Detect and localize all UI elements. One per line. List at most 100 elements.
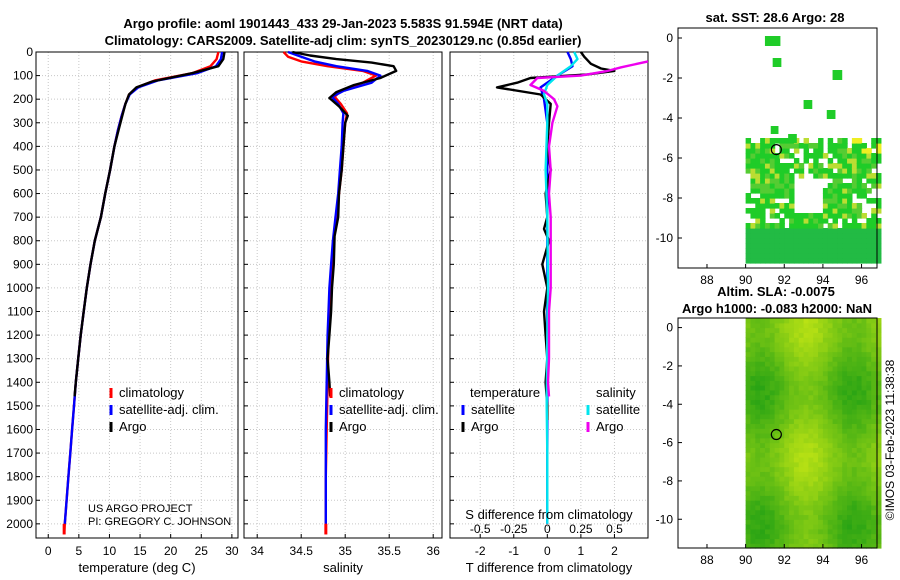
y-tick-label: 1000	[6, 281, 33, 295]
sla-cell	[861, 543, 867, 549]
sst-cell	[789, 243, 795, 249]
sst-cell	[847, 163, 853, 169]
sla-cell	[779, 370, 785, 377]
x-tick-label: 94	[816, 553, 830, 567]
sst-cell	[861, 173, 867, 179]
sst-cell	[827, 203, 834, 209]
sst-cell	[784, 258, 790, 264]
sla-cell	[827, 500, 834, 506]
sla-cell	[827, 533, 834, 540]
sst-cell	[851, 188, 858, 194]
sla-cell	[837, 413, 843, 420]
sla-cell	[774, 351, 781, 357]
sst-cell	[789, 223, 795, 229]
sla-cell	[856, 380, 863, 386]
y-tick-label: -4	[662, 397, 673, 411]
sla-cell	[793, 504, 800, 511]
sla-cell	[779, 509, 785, 516]
sla-cell	[818, 409, 824, 415]
sla-cell	[813, 327, 819, 333]
sla-cell	[779, 394, 785, 401]
sla-cell	[769, 519, 776, 525]
sla-cell	[764, 380, 771, 386]
sla-cell	[851, 322, 858, 329]
sla-cell	[779, 519, 785, 525]
sst-cell	[798, 248, 805, 254]
sla-cell	[745, 495, 752, 501]
sla-cell	[764, 528, 771, 535]
sla-cell	[798, 433, 805, 439]
sst-cell	[798, 243, 805, 249]
sla-cell	[842, 389, 848, 396]
sla-cell	[837, 543, 843, 549]
sla-cell	[755, 433, 761, 439]
sla-cell	[769, 394, 776, 401]
sla-cell	[832, 346, 838, 353]
sst-cell	[789, 258, 795, 264]
sla-cell	[876, 495, 882, 501]
sla-cell	[813, 514, 819, 520]
sla-cell	[789, 509, 795, 516]
sla-cell	[779, 318, 785, 324]
sla-cell	[808, 341, 814, 348]
sst-cell	[755, 153, 761, 159]
sst-cell	[745, 198, 752, 204]
sla-cell	[803, 495, 810, 501]
sla-cell	[755, 394, 761, 401]
sla-cell	[837, 428, 843, 434]
sla-cell	[793, 437, 800, 444]
sla-cell	[847, 471, 853, 477]
sla-cell	[803, 341, 810, 348]
sst-cell	[779, 248, 785, 254]
sla-cell	[764, 413, 771, 420]
sst-cell	[798, 223, 805, 229]
sst-cell	[774, 158, 781, 164]
sla-cell	[856, 346, 863, 353]
sst-cell	[866, 253, 872, 259]
sst-cell	[779, 243, 785, 249]
sst-cell	[760, 203, 766, 209]
sla-cell	[832, 341, 838, 348]
sst-cell	[769, 158, 776, 164]
sst-cell	[803, 100, 813, 109]
sla-cell	[842, 514, 848, 520]
sla-cell	[808, 452, 814, 458]
sla-cell	[793, 341, 800, 348]
sla-cell	[803, 361, 810, 367]
sla-cell	[842, 495, 848, 501]
sla-cell	[798, 394, 805, 401]
sla-cell	[793, 495, 800, 501]
sla-cell	[808, 428, 814, 434]
sla-cell	[779, 375, 785, 381]
sla-cell	[861, 351, 867, 357]
sst-cell	[851, 153, 858, 159]
sst-cell	[827, 243, 834, 249]
sla-cell	[764, 442, 771, 448]
sst-cell	[827, 223, 834, 229]
sla-cell	[813, 437, 819, 444]
sst-cell	[876, 238, 882, 244]
sla-cell	[876, 327, 882, 333]
sla-cell	[784, 519, 790, 525]
sla-cell	[847, 514, 853, 520]
sla-cell	[822, 528, 829, 535]
sla-cell	[827, 471, 834, 477]
sla-cell	[866, 509, 872, 516]
sst-cell	[847, 223, 853, 229]
sst-cell	[842, 253, 848, 259]
sst-cell	[851, 213, 858, 219]
sst-cell	[760, 153, 766, 159]
sla-cell	[764, 389, 771, 396]
sla-cell	[793, 332, 800, 338]
sst-cell	[832, 223, 838, 229]
x-tick-label: 88	[700, 273, 714, 287]
sla-cell	[745, 519, 752, 525]
sla-cell	[813, 385, 819, 391]
sla-cell	[789, 380, 795, 386]
sla-cell	[842, 543, 848, 549]
y-tick-label: 1200	[6, 328, 33, 342]
sla-cell	[808, 322, 814, 329]
sla-cell	[813, 447, 819, 453]
sla-cell	[876, 528, 882, 535]
sla-cell	[779, 485, 785, 492]
